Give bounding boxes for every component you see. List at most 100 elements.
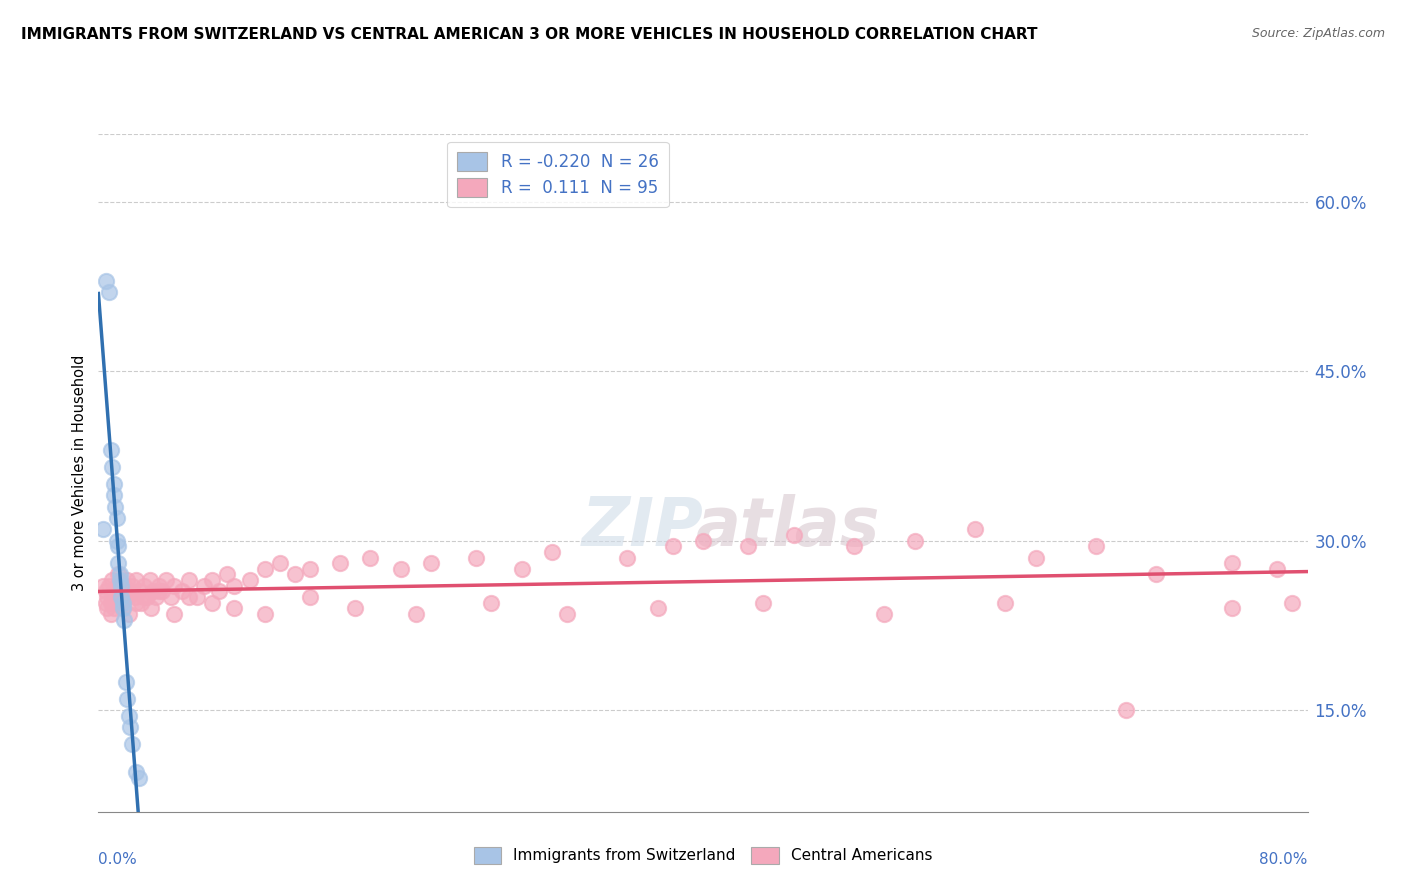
Point [170, 584, 193, 599]
Point [139, 573, 162, 587]
Point [662, 539, 685, 553]
Point [107, 556, 129, 570]
Point [105, 596, 128, 610]
Point [112, 579, 135, 593]
Point [108, 590, 131, 604]
Text: atlas: atlas [696, 494, 880, 560]
Point [179, 590, 201, 604]
Point [111, 601, 134, 615]
Point [103, 601, 125, 615]
Text: ZIP: ZIP [582, 494, 703, 560]
Point [98, 579, 121, 593]
Point [510, 562, 533, 576]
Legend: Immigrants from Switzerland, Central Americans: Immigrants from Switzerland, Central Ame… [465, 839, 941, 871]
Point [465, 550, 488, 565]
Point [91, 579, 114, 593]
Point [111, 596, 134, 610]
Point [299, 562, 322, 576]
Point [389, 562, 412, 576]
Point [1085, 539, 1108, 553]
Point [114, 674, 136, 689]
Point [125, 573, 148, 587]
Point [100, 443, 122, 458]
Point [329, 556, 352, 570]
Point [114, 584, 136, 599]
Point [201, 573, 224, 587]
Point [215, 567, 238, 582]
Point [100, 596, 122, 610]
Point [103, 584, 125, 599]
Point [115, 691, 138, 706]
Point [125, 596, 148, 610]
Point [163, 607, 186, 621]
Point [124, 590, 146, 604]
Point [91, 522, 114, 536]
Point [107, 539, 129, 553]
Text: 80.0%: 80.0% [1260, 853, 1308, 867]
Point [101, 460, 124, 475]
Point [129, 596, 152, 610]
Point [96, 601, 118, 615]
Point [148, 579, 170, 593]
Point [201, 596, 224, 610]
Point [186, 590, 208, 604]
Point [142, 584, 165, 599]
Text: 0.0%: 0.0% [98, 853, 138, 867]
Point [121, 737, 143, 751]
Point [135, 590, 157, 604]
Point [141, 601, 163, 615]
Point [94, 596, 117, 610]
Y-axis label: 3 or more Vehicles in Household: 3 or more Vehicles in Household [72, 355, 87, 591]
Point [118, 708, 141, 723]
Point [103, 477, 125, 491]
Point [150, 584, 173, 599]
Point [284, 567, 307, 582]
Point [118, 584, 141, 599]
Point [540, 545, 562, 559]
Text: Source: ZipAtlas.com: Source: ZipAtlas.com [1251, 27, 1385, 40]
Point [125, 765, 148, 780]
Point [108, 573, 131, 587]
Point [108, 567, 131, 582]
Point [115, 573, 138, 587]
Point [101, 573, 124, 587]
Point [1281, 596, 1303, 610]
Point [94, 274, 117, 288]
Point [107, 567, 129, 582]
Point [94, 584, 117, 599]
Point [96, 590, 118, 604]
Point [344, 601, 367, 615]
Point [108, 590, 131, 604]
Point [555, 607, 578, 621]
Point [224, 601, 246, 615]
Point [1144, 567, 1167, 582]
Point [904, 533, 927, 548]
Point [103, 488, 125, 502]
Point [128, 771, 150, 785]
Point [163, 579, 186, 593]
Point [1024, 550, 1046, 565]
Point [98, 285, 121, 299]
Point [1220, 556, 1243, 570]
Point [1115, 703, 1137, 717]
Point [481, 596, 503, 610]
Point [179, 573, 201, 587]
Point [783, 528, 806, 542]
Point [1267, 562, 1289, 576]
Text: IMMIGRANTS FROM SWITZERLAND VS CENTRAL AMERICAN 3 OR MORE VEHICLES IN HOUSEHOLD : IMMIGRANTS FROM SWITZERLAND VS CENTRAL A… [21, 27, 1038, 42]
Point [616, 550, 638, 565]
Point [110, 579, 132, 593]
Point [692, 533, 714, 548]
Point [111, 601, 134, 615]
Point [105, 579, 128, 593]
Point [110, 596, 132, 610]
Point [160, 590, 183, 604]
Point [104, 500, 127, 514]
Point [145, 590, 167, 604]
Point [269, 556, 291, 570]
Point [1220, 601, 1243, 615]
Point [114, 590, 136, 604]
Point [121, 579, 143, 593]
Point [128, 584, 150, 599]
Point [873, 607, 896, 621]
